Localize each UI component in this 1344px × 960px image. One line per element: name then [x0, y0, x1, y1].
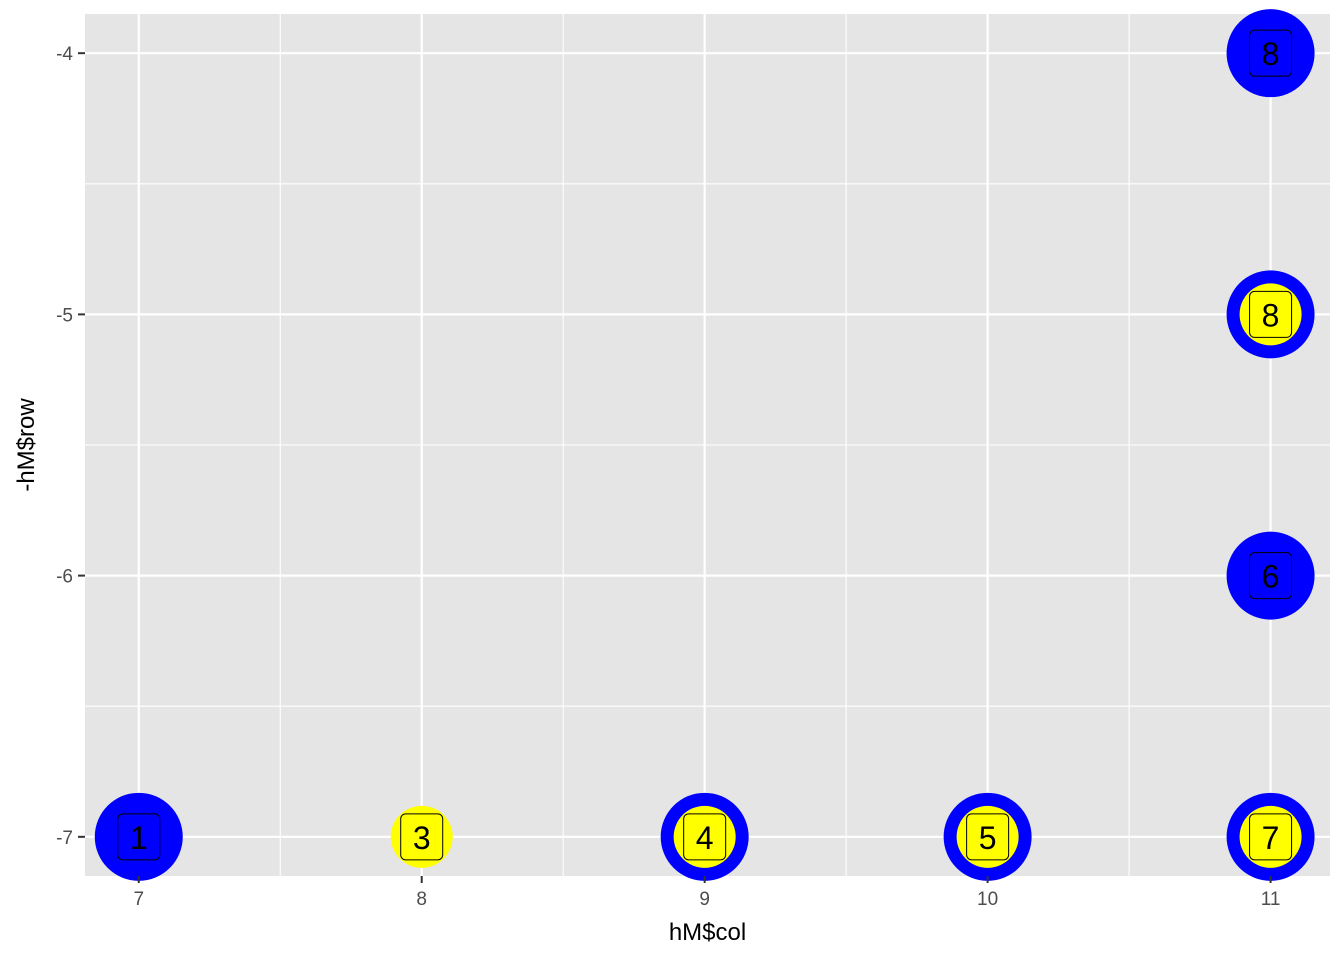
- point-label: 1: [130, 820, 148, 856]
- data-point: 8: [1226, 270, 1315, 359]
- point-label: 3: [413, 820, 431, 856]
- y-tick-label: -4: [56, 44, 73, 65]
- axis-ticks: 7 8 9 10 11 -7 -6 -5 -4: [56, 44, 1280, 910]
- point-label-box: [683, 813, 727, 861]
- point-label-box: [1249, 290, 1293, 338]
- x-tick-label: 10: [977, 889, 998, 910]
- y-tick-label: -5: [56, 305, 73, 326]
- x-tick-label: 11: [1261, 889, 1281, 910]
- x-tick-label: 9: [699, 889, 710, 910]
- data-points: 1 3 4 5 7 6 8 8: [94, 9, 1315, 881]
- point-label: 7: [1262, 820, 1280, 856]
- data-point: 8: [1226, 9, 1315, 98]
- point-label: 8: [1262, 36, 1280, 72]
- data-point: 3: [390, 805, 453, 868]
- data-point: 4: [660, 792, 749, 881]
- point-label: 4: [696, 820, 714, 856]
- point-label: 5: [979, 820, 997, 856]
- point-label: 6: [1262, 559, 1280, 595]
- x-axis-title: hM$col: [669, 919, 746, 946]
- point-label-box: [1249, 552, 1293, 600]
- point-label: 8: [1262, 297, 1280, 333]
- point-label-box: [966, 813, 1010, 861]
- point-label-box: [1249, 29, 1293, 77]
- minor-gridlines: [85, 14, 1330, 876]
- data-point: 7: [1226, 792, 1315, 881]
- data-point: 5: [943, 792, 1032, 881]
- x-tick-label: 7: [133, 889, 144, 910]
- major-gridlines: [85, 14, 1330, 876]
- y-tick-label: -6: [56, 567, 73, 588]
- y-axis-title: -hM$row: [13, 398, 40, 492]
- data-point: 1: [94, 792, 183, 881]
- point-label-box: [1249, 813, 1293, 861]
- point-label-box: [400, 813, 444, 861]
- x-tick-label: 8: [416, 889, 427, 910]
- data-point: 6: [1226, 531, 1315, 620]
- point-label-box: [117, 813, 161, 861]
- y-tick-label: -7: [56, 828, 73, 849]
